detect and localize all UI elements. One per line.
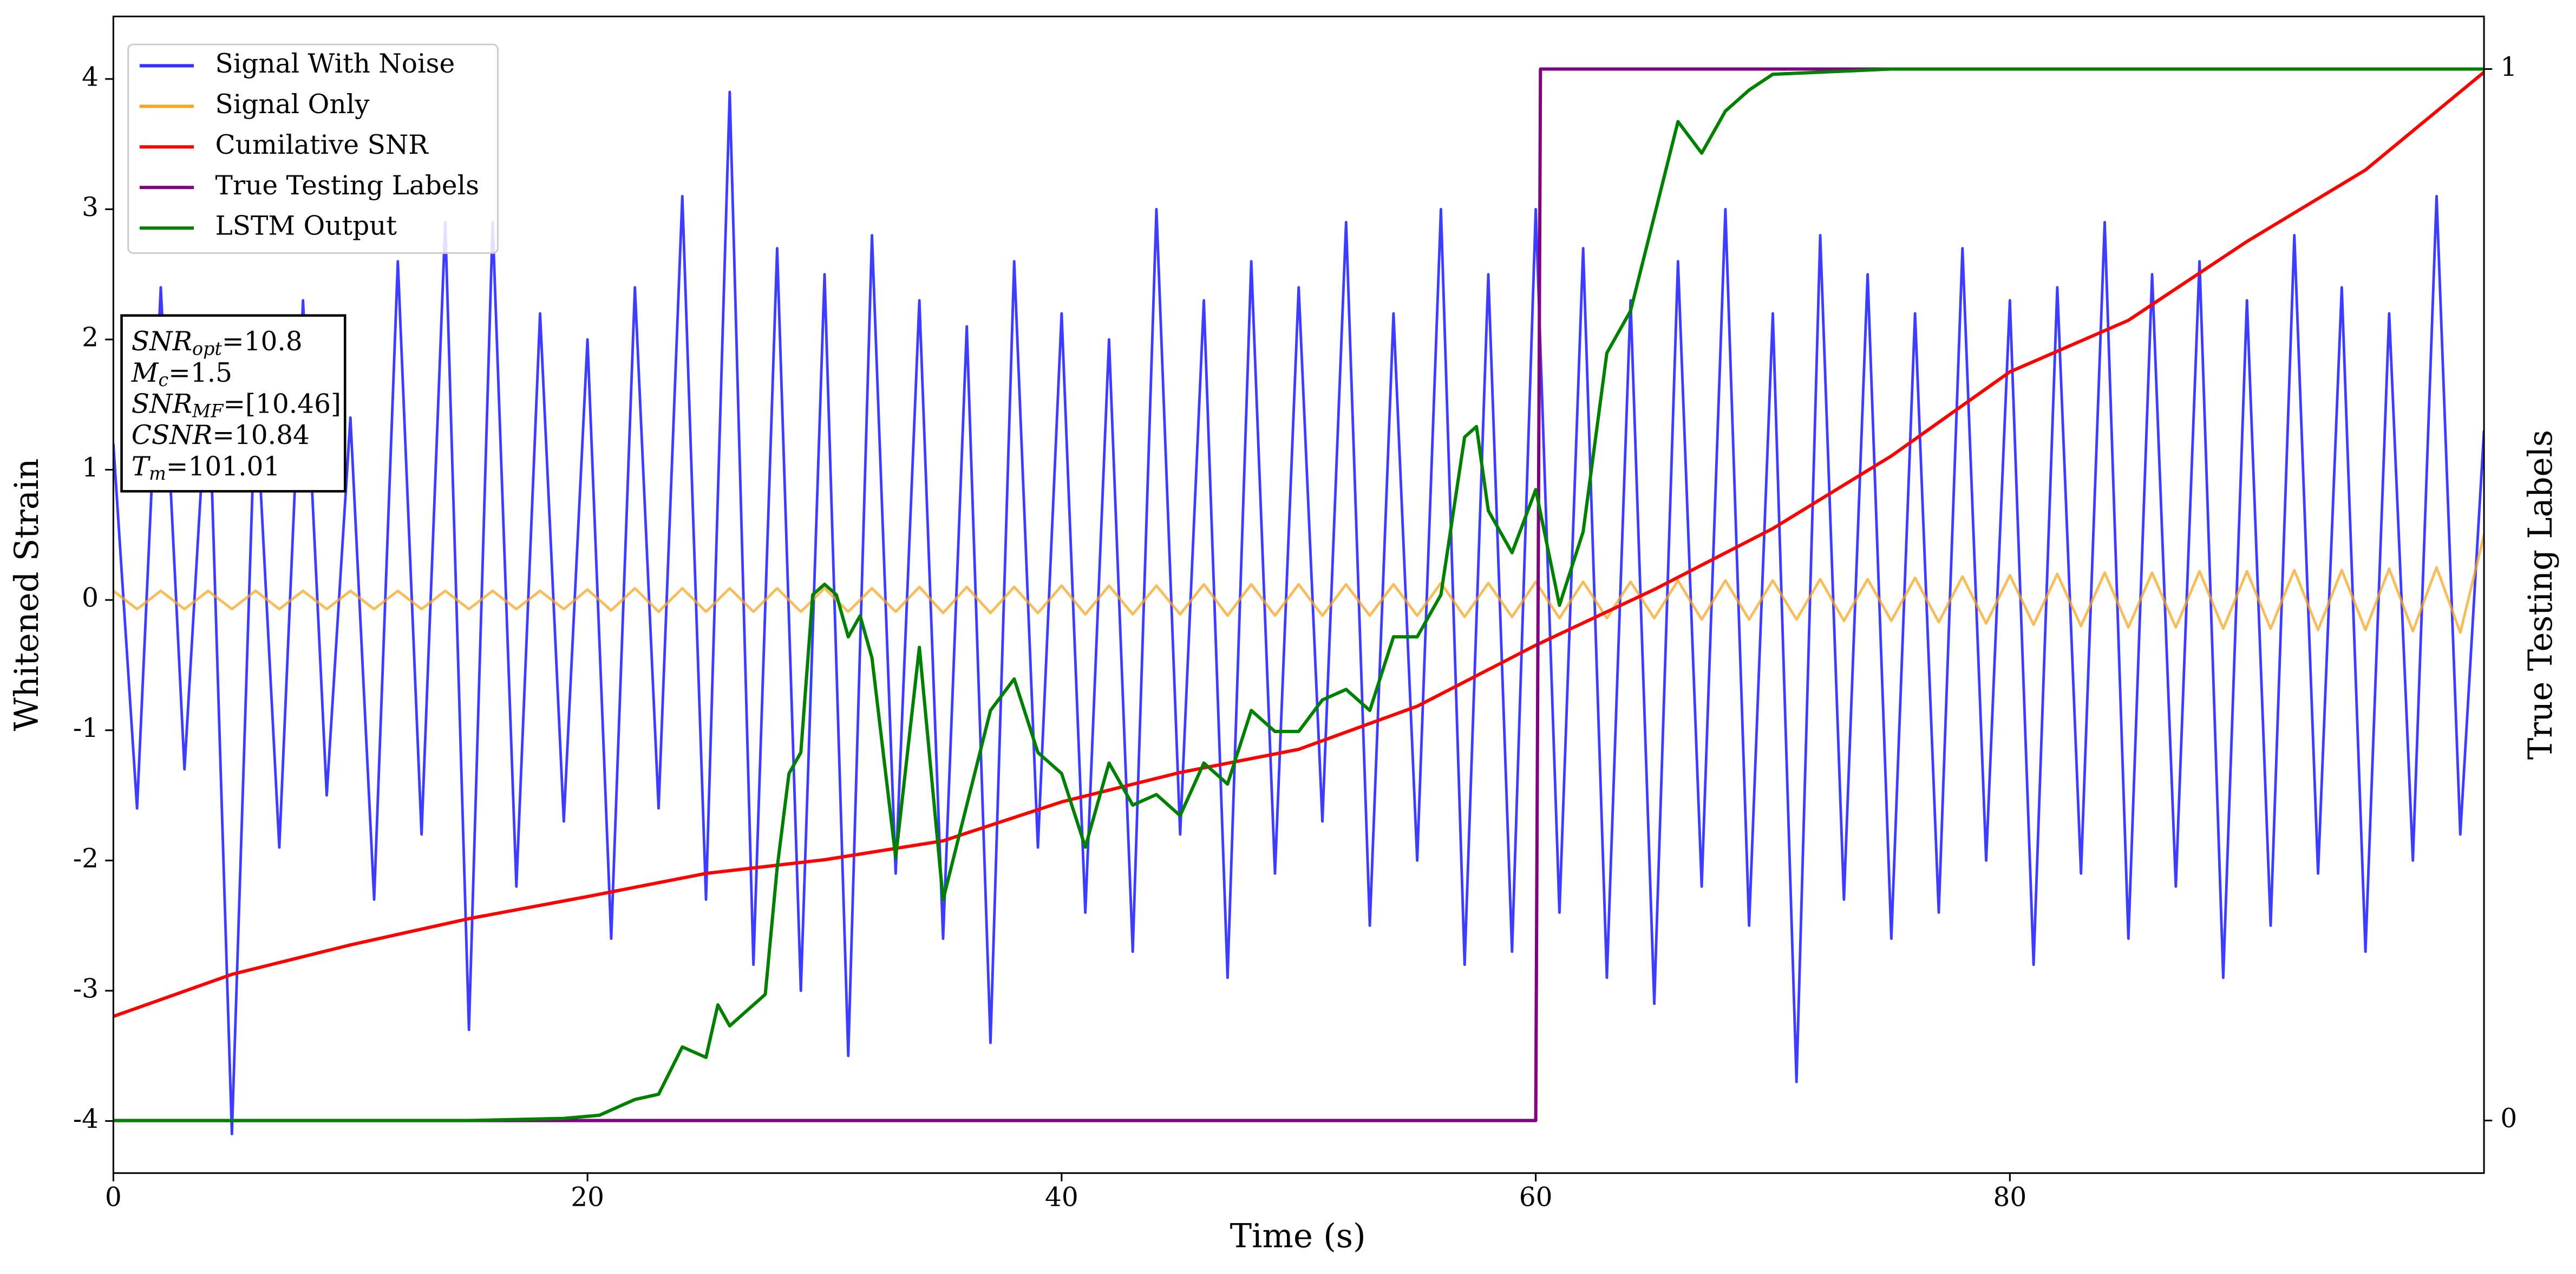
annotation-subscript: MF [192, 401, 224, 422]
annotation-symbol: M [131, 357, 159, 388]
x-tick-label: 60 [1519, 1182, 1553, 1213]
y2-tick-label: 1 [2500, 52, 2517, 82]
x-tick-label: 80 [1993, 1182, 2026, 1213]
annotation-text: =10.84 [212, 420, 310, 450]
series-line [113, 67, 2485, 1122]
annotation-text: =101.01 [166, 451, 280, 481]
legend-label: Signal Only [215, 89, 370, 120]
annotation-symbol: T [132, 451, 151, 481]
legend-label: Cumilative SNR [215, 130, 429, 160]
x-tick-label: 40 [1045, 1182, 1078, 1213]
y-tick-label: 0 [82, 583, 99, 613]
plot-area [113, 67, 2485, 1135]
annotation: CSNR=10.84 [132, 420, 310, 450]
y-tick-label: -4 [73, 1104, 99, 1134]
x-tick-label: 0 [105, 1182, 122, 1213]
annotation-box [120, 314, 346, 493]
annotation: Mc=1.5 [131, 357, 232, 390]
y-tick-label: 4 [82, 62, 99, 92]
x-axis-title: Time (s) [1230, 1218, 1366, 1256]
legend-label: LSTM Output [215, 211, 397, 241]
series-line [113, 70, 2485, 1018]
axes-frame [112, 15, 2485, 1174]
series-line [113, 534, 2485, 634]
y-tick-label: -2 [73, 844, 99, 874]
x-tick-label: 20 [571, 1182, 604, 1213]
y-tick-label: 2 [82, 323, 99, 353]
annotation: SNRMF=[10.46] [132, 389, 341, 422]
annotation-text: =1.5 [168, 357, 232, 388]
legend-box [127, 43, 499, 254]
annotation-subscript: m [149, 463, 166, 484]
annotation-subscript: c [158, 369, 168, 390]
annotation: SNRopt=10.8 [132, 326, 303, 360]
legend-label: Signal With Noise [215, 49, 455, 79]
annotation-symbol: CSNR [132, 420, 212, 450]
y-axis-title: Whitened Strain [8, 459, 46, 731]
annotation-text: =10.8 [222, 326, 303, 357]
y-tick-label: -3 [73, 974, 99, 1004]
annotation: Tm=101.01 [132, 451, 280, 484]
annotation-subscript: opt [192, 338, 222, 359]
y2-axis-title: True Testing Labels [2522, 430, 2560, 760]
annotation-symbol: SNR [132, 389, 192, 419]
annotation-text: =[10.46] [223, 389, 341, 419]
y2-tick-label: 0 [2500, 1103, 2517, 1134]
y-tick-label: 1 [82, 453, 99, 483]
series-line [113, 90, 2485, 1135]
y-tick-label: 3 [82, 192, 99, 223]
legend-label: True Testing Labels [215, 171, 480, 201]
annotation-symbol: SNR [132, 326, 192, 357]
y-tick-label: -1 [73, 713, 99, 743]
